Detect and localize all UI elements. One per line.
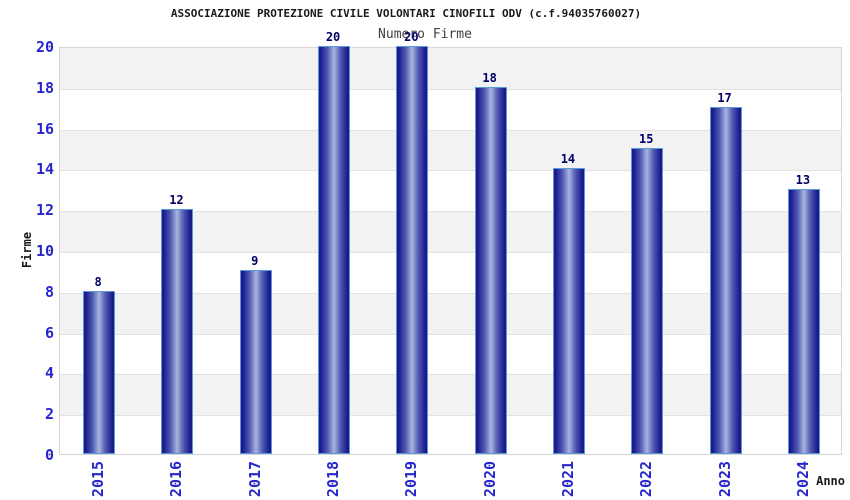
y-tick-label: 2 bbox=[44, 405, 54, 424]
x-tick-label: 2020 bbox=[480, 460, 499, 498]
gridline bbox=[60, 211, 841, 213]
y-tick-label: 8 bbox=[44, 282, 54, 301]
gridline bbox=[60, 374, 841, 376]
gridline bbox=[60, 129, 841, 131]
bar-2023 bbox=[709, 107, 742, 454]
y-tick-label: 12 bbox=[35, 201, 54, 220]
gridline bbox=[60, 88, 841, 90]
x-tick-label: 2024 bbox=[793, 460, 812, 498]
bar-2021 bbox=[552, 168, 585, 454]
y-tick-label: 20 bbox=[35, 38, 54, 56]
x-tick-label: 2022 bbox=[637, 460, 656, 498]
y-tick-label: 18 bbox=[35, 78, 54, 97]
x-tick-label: 2021 bbox=[558, 460, 577, 498]
y-tick-label: 14 bbox=[35, 160, 54, 179]
x-axis-title: Anno bbox=[816, 474, 845, 488]
x-tick-label: 2023 bbox=[715, 460, 734, 498]
plot-area bbox=[59, 46, 842, 455]
bar-2019 bbox=[396, 46, 429, 454]
bar-2018 bbox=[318, 46, 351, 454]
y-tick-label: 16 bbox=[35, 119, 54, 138]
bar-value-label: 13 bbox=[795, 172, 811, 187]
x-tick-label: 2015 bbox=[89, 460, 108, 498]
y-tick-label: 4 bbox=[44, 364, 54, 383]
bar-2024 bbox=[787, 188, 820, 454]
y-tick-label: 6 bbox=[44, 323, 54, 342]
bar-value-label: 12 bbox=[169, 193, 184, 208]
bar-value-label: 17 bbox=[717, 91, 732, 106]
y-axis-title: Firme bbox=[20, 231, 34, 269]
x-tick-label: 2016 bbox=[167, 460, 186, 498]
bar-value-label: 8 bbox=[94, 274, 102, 289]
bar-2020 bbox=[474, 86, 507, 454]
x-tick-label: 2017 bbox=[245, 460, 264, 498]
bar-value-label: 20 bbox=[404, 30, 419, 44]
bar-value-label: 15 bbox=[639, 132, 654, 146]
gridline bbox=[60, 333, 841, 335]
bar-2015 bbox=[83, 290, 116, 454]
bar-2016 bbox=[161, 209, 194, 454]
gridline bbox=[60, 170, 841, 172]
gridline bbox=[60, 252, 841, 253]
gridline bbox=[60, 292, 841, 294]
bar-value-label: 9 bbox=[251, 254, 259, 269]
bar-value-label: 20 bbox=[325, 30, 341, 44]
y-tick-label: 10 bbox=[35, 242, 54, 260]
x-tick-label: 2018 bbox=[324, 460, 343, 498]
chart-subtitle: Numero Firme bbox=[378, 27, 472, 42]
gridline bbox=[60, 415, 841, 417]
bar-2022 bbox=[631, 148, 664, 454]
background-band bbox=[60, 48, 841, 89]
chart-title: ASSOCIAZIONE PROTEZIONE CIVILE VOLONTARI… bbox=[170, 7, 642, 20]
x-tick-label: 2019 bbox=[402, 460, 421, 498]
bar-value-label: 18 bbox=[482, 70, 497, 85]
y-tick-label: 0 bbox=[44, 446, 54, 464]
bar-value-label: 14 bbox=[560, 152, 576, 167]
bar-2017 bbox=[239, 270, 272, 454]
